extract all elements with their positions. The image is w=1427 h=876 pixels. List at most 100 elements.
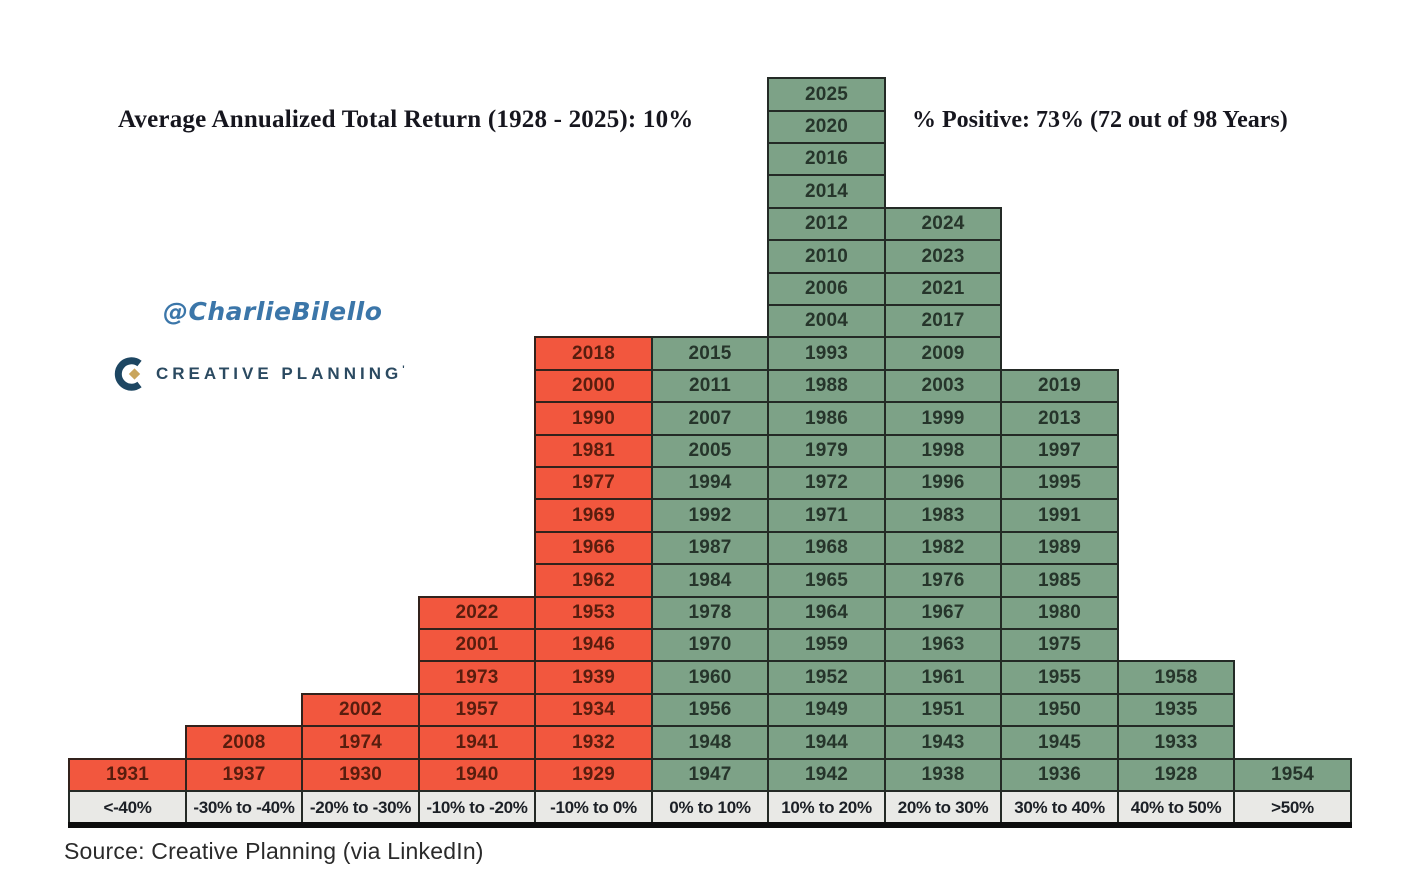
year-cell-1993: 1993: [767, 336, 886, 371]
year-cell-2001: 2001: [418, 628, 536, 662]
year-cell-2009: 2009: [884, 336, 1002, 371]
year-cell-2020: 2020: [767, 110, 886, 144]
year-cell-1985: 1985: [1000, 563, 1119, 598]
year-cell-1984: 1984: [651, 563, 769, 598]
year-cell-1960: 1960: [651, 660, 769, 695]
year-cell-1948: 1948: [651, 725, 769, 760]
year-cell-1987: 1987: [651, 531, 769, 565]
year-cell-2018: 2018: [534, 336, 653, 371]
year-cell-1950: 1950: [1000, 693, 1119, 727]
year-cell-2003: 2003: [884, 369, 1002, 403]
year-cell-1939: 1939: [534, 660, 653, 695]
year-cell-1931: 1931: [68, 758, 187, 792]
chart-baseline: [68, 822, 1352, 828]
bucket-label-cell: <-40%: [68, 790, 187, 826]
year-cell-1932: 1932: [534, 725, 653, 760]
bucket-label-cell: >50%: [1233, 790, 1352, 826]
bucket-label-cell: -30% to -40%: [185, 790, 303, 826]
year-cell-1942: 1942: [767, 758, 886, 792]
year-cell-1974: 1974: [301, 725, 420, 760]
year-cell-1952: 1952: [767, 660, 886, 695]
bucket-label-cell: 30% to 40%: [1000, 790, 1119, 826]
year-cell-1998: 1998: [884, 434, 1002, 468]
year-cell-1930: 1930: [301, 758, 420, 792]
creative-planning-logo-text: CREATIVE PLANNING': [156, 364, 405, 383]
year-cell-1991: 1991: [1000, 498, 1119, 533]
year-cell-1964: 1964: [767, 596, 886, 630]
year-cell-1956: 1956: [651, 693, 769, 727]
year-cell-1972: 1972: [767, 466, 886, 500]
year-cell-2004: 2004: [767, 304, 886, 338]
year-cell-2015: 2015: [651, 336, 769, 371]
trademark-mark: ': [402, 364, 405, 376]
year-cell-2007: 2007: [651, 401, 769, 436]
year-cell-1957: 1957: [418, 693, 536, 727]
year-cell-1937: 1937: [185, 758, 303, 792]
charliebilello-handle: @CharlieBilello: [163, 297, 383, 326]
year-cell-1949: 1949: [767, 693, 886, 727]
year-cell-1995: 1995: [1000, 466, 1119, 500]
bucket-label-cell: 40% to 50%: [1117, 790, 1235, 826]
year-cell-1929: 1929: [534, 758, 653, 792]
year-cell-2014: 2014: [767, 174, 886, 209]
year-cell-1967: 1967: [884, 596, 1002, 630]
year-cell-1965: 1965: [767, 563, 886, 598]
year-cell-1935: 1935: [1117, 693, 1235, 727]
year-cell-1971: 1971: [767, 498, 886, 533]
year-cell-2025: 2025: [767, 77, 886, 112]
year-cell-1963: 1963: [884, 628, 1002, 662]
year-cell-1997: 1997: [1000, 434, 1119, 468]
year-cell-2005: 2005: [651, 434, 769, 468]
bucket-label-cell: -10% to 0%: [534, 790, 653, 826]
year-cell-1955: 1955: [1000, 660, 1119, 695]
year-cell-1945: 1945: [1000, 725, 1119, 760]
average-return-title: Average Annualized Total Return (1928 - …: [118, 106, 694, 133]
source-caption: Source: Creative Planning (via LinkedIn): [64, 838, 484, 864]
bucket-label-cell: 10% to 20%: [767, 790, 886, 826]
year-cell-1951: 1951: [884, 693, 1002, 727]
year-cell-1944: 1944: [767, 725, 886, 760]
year-cell-2019: 2019: [1000, 369, 1119, 403]
year-cell-2013: 2013: [1000, 401, 1119, 436]
percent-positive-title: % Positive: 73% (72 out of 98 Years): [912, 107, 1288, 133]
year-cell-1954: 1954: [1233, 758, 1352, 792]
year-cell-1994: 1994: [651, 466, 769, 500]
year-cell-1962: 1962: [534, 563, 653, 598]
year-cell-1988: 1988: [767, 369, 886, 403]
year-cell-1966: 1966: [534, 531, 653, 565]
year-cell-1928: 1928: [1117, 758, 1235, 792]
year-cell-2017: 2017: [884, 304, 1002, 338]
year-cell-1975: 1975: [1000, 628, 1119, 662]
year-cell-1992: 1992: [651, 498, 769, 533]
bucket-label-cell: 20% to 30%: [884, 790, 1002, 826]
year-cell-2002: 2002: [301, 693, 420, 727]
year-cell-2000: 2000: [534, 369, 653, 403]
bucket-label-cell: -10% to -20%: [418, 790, 536, 826]
year-cell-2011: 2011: [651, 369, 769, 403]
year-cell-1973: 1973: [418, 660, 536, 695]
year-cell-1940: 1940: [418, 758, 536, 792]
year-cell-2023: 2023: [884, 239, 1002, 274]
year-cell-1968: 1968: [767, 531, 886, 565]
year-cell-1933: 1933: [1117, 725, 1235, 760]
year-cell-1934: 1934: [534, 693, 653, 727]
year-cell-1943: 1943: [884, 725, 1002, 760]
year-cell-1999: 1999: [884, 401, 1002, 436]
year-cell-2022: 2022: [418, 596, 536, 630]
year-cell-1976: 1976: [884, 563, 1002, 598]
year-cell-2006: 2006: [767, 272, 886, 306]
year-cell-2016: 2016: [767, 142, 886, 176]
year-cell-1979: 1979: [767, 434, 886, 468]
year-cell-1978: 1978: [651, 596, 769, 630]
year-cell-1996: 1996: [884, 466, 1002, 500]
year-cell-1990: 1990: [534, 401, 653, 436]
year-cell-1986: 1986: [767, 401, 886, 436]
year-cell-1977: 1977: [534, 466, 653, 500]
year-cell-1938: 1938: [884, 758, 1002, 792]
year-cell-1961: 1961: [884, 660, 1002, 695]
bucket-label-cell: -20% to -30%: [301, 790, 420, 826]
year-cell-1982: 1982: [884, 531, 1002, 565]
year-cell-1983: 1983: [884, 498, 1002, 533]
